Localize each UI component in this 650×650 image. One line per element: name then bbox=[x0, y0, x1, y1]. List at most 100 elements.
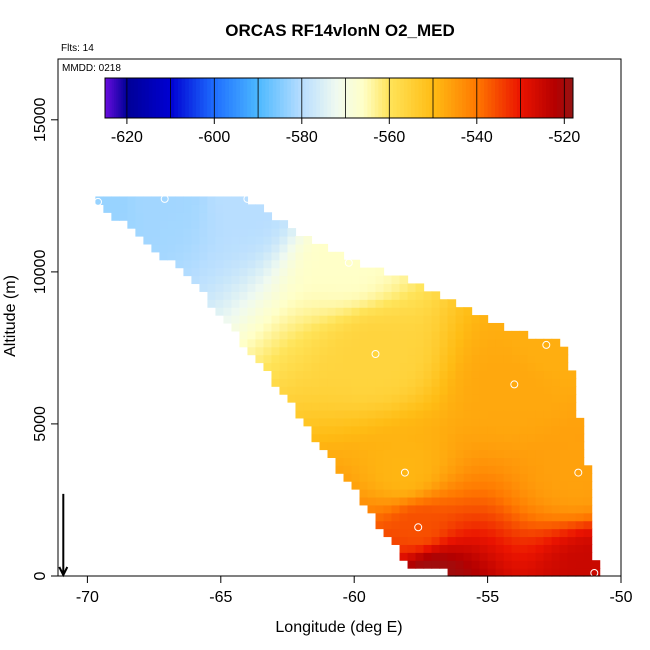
heatmap-cell bbox=[295, 394, 305, 403]
heatmap-cell bbox=[407, 449, 417, 458]
heatmap-cell bbox=[255, 338, 265, 348]
heatmap-cell bbox=[479, 496, 489, 506]
heatmap-cell bbox=[495, 417, 505, 427]
heatmap-cell bbox=[559, 370, 569, 379]
heatmap-cell bbox=[359, 362, 369, 372]
heatmap-cell bbox=[239, 204, 249, 213]
heatmap-cell bbox=[335, 267, 345, 277]
colorbar-segment bbox=[524, 78, 529, 118]
heatmap-cell bbox=[359, 402, 369, 411]
heatmap-cell bbox=[575, 441, 585, 451]
heatmap-cell bbox=[431, 536, 441, 545]
heatmap-cell bbox=[511, 346, 521, 356]
colorbar-segment bbox=[546, 78, 551, 118]
heatmap-cell bbox=[495, 370, 505, 379]
heatmap-cell bbox=[543, 520, 553, 530]
heatmap-cell bbox=[143, 196, 152, 205]
heatmap-cell bbox=[431, 346, 441, 356]
heatmap-cell bbox=[463, 449, 473, 458]
heatmap-cell bbox=[479, 528, 489, 538]
heatmap-cell bbox=[263, 220, 273, 229]
heatmap-cell bbox=[487, 465, 497, 474]
heatmap-cell bbox=[399, 520, 409, 530]
heatmap-cell bbox=[335, 409, 345, 419]
heatmap-cell bbox=[511, 338, 521, 348]
heatmap-cell bbox=[575, 481, 585, 490]
colorbar-segment bbox=[290, 78, 296, 118]
heatmap-cell bbox=[543, 489, 553, 498]
heatmap-cell bbox=[239, 228, 249, 237]
heatmap-cell bbox=[247, 204, 257, 213]
heatmap-cell bbox=[471, 520, 481, 530]
colorbar-segment bbox=[214, 78, 219, 118]
heatmap-cell bbox=[279, 386, 289, 395]
heatmap-cell bbox=[463, 307, 473, 316]
heatmap-cell bbox=[319, 346, 329, 356]
heatmap-cell bbox=[271, 378, 281, 387]
heatmap-cell bbox=[543, 386, 553, 395]
heatmap-cell bbox=[479, 504, 489, 514]
heatmap-cell bbox=[359, 291, 369, 300]
heatmap-cell bbox=[247, 228, 257, 237]
heatmap-cell bbox=[447, 409, 457, 419]
heatmap-cell bbox=[559, 560, 569, 569]
colorbar-segment bbox=[185, 78, 190, 118]
heatmap-cell bbox=[367, 433, 377, 443]
heatmap-cell bbox=[135, 228, 144, 237]
heatmap-cell bbox=[495, 473, 505, 482]
heatmap-cell bbox=[303, 338, 313, 348]
heatmap-cell bbox=[479, 536, 489, 545]
heatmap-cell bbox=[247, 220, 257, 229]
heatmap-cell bbox=[279, 378, 289, 387]
heatmap-cell bbox=[231, 228, 241, 237]
heatmap-cell bbox=[351, 402, 361, 411]
heatmap-cell bbox=[407, 465, 417, 474]
heatmap-cell bbox=[343, 322, 353, 332]
heatmap-cell bbox=[287, 275, 297, 285]
heatmap-cell bbox=[399, 425, 409, 435]
heatmap-cell bbox=[207, 267, 217, 277]
heatmap-cell bbox=[143, 212, 152, 221]
heatmap-cell bbox=[567, 544, 577, 553]
heatmap-cell bbox=[223, 291, 233, 300]
heatmap-cell bbox=[479, 489, 489, 498]
colorbar-segment bbox=[294, 78, 299, 118]
heatmap-cell bbox=[543, 473, 553, 482]
heatmap-cell bbox=[343, 354, 353, 364]
heatmap-cell bbox=[247, 291, 257, 300]
heatmap-cell bbox=[335, 417, 345, 427]
heatmap-cell bbox=[319, 425, 329, 435]
heatmap-cell bbox=[255, 346, 265, 356]
heatmap-cell bbox=[399, 370, 409, 379]
heatmap-cell bbox=[551, 568, 561, 577]
heatmap-cell bbox=[567, 504, 577, 514]
heatmap-cell bbox=[271, 315, 281, 324]
heatmap-cell bbox=[135, 196, 144, 205]
heatmap-cell bbox=[439, 315, 449, 324]
heatmap-cell bbox=[471, 544, 481, 553]
heatmap-cell bbox=[351, 457, 361, 466]
heatmap-cell bbox=[471, 322, 481, 332]
heatmap-cell bbox=[255, 283, 265, 292]
heatmap-cell bbox=[343, 473, 353, 482]
heatmap-cell bbox=[543, 378, 553, 387]
heatmap-cell bbox=[487, 473, 497, 482]
heatmap-cell bbox=[343, 449, 353, 458]
heatmap-cell bbox=[215, 196, 225, 205]
sample-point bbox=[371, 350, 380, 358]
heatmap-cell bbox=[455, 544, 465, 553]
heatmap-cell bbox=[167, 204, 176, 213]
heatmap-cell bbox=[567, 386, 577, 395]
heatmap-cell bbox=[527, 568, 537, 577]
heatmap-cell bbox=[479, 394, 489, 403]
heatmap-cell bbox=[391, 299, 401, 308]
colorbar-segment bbox=[568, 78, 570, 118]
colorbar-segment bbox=[516, 78, 522, 118]
heatmap-cell bbox=[463, 552, 473, 561]
heatmap-cell bbox=[479, 378, 489, 387]
heatmap-cell bbox=[175, 259, 184, 269]
heatmap-cell bbox=[215, 243, 225, 253]
heatmap-cell bbox=[375, 512, 385, 522]
heatmap-cell bbox=[399, 409, 409, 419]
